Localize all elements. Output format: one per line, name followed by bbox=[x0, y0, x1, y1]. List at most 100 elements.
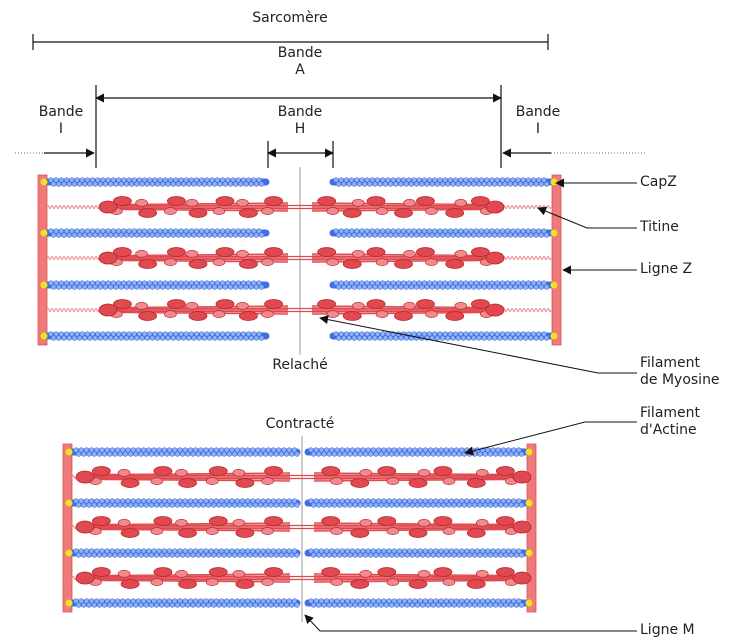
actin-beads bbox=[73, 447, 300, 457]
myosin-head bbox=[178, 579, 197, 589]
myosin-head bbox=[408, 579, 428, 589]
actin-beads bbox=[333, 280, 550, 290]
capz-cap bbox=[550, 332, 558, 340]
myosin-head bbox=[212, 207, 226, 215]
actine-leader bbox=[464, 421, 637, 456]
myosin-head bbox=[166, 299, 186, 309]
band-h-label: Bande H bbox=[270, 104, 330, 138]
myosin-head bbox=[386, 578, 400, 587]
ligne-z-label: Ligne Z bbox=[640, 261, 693, 277]
myosin-bundle bbox=[313, 466, 532, 488]
myosin-head bbox=[235, 579, 255, 589]
actine-label: Filament d'Actine bbox=[640, 405, 700, 439]
capz-cap bbox=[40, 229, 48, 237]
myosin-head bbox=[359, 569, 373, 578]
myosin-head bbox=[466, 579, 486, 589]
myosin-head bbox=[264, 567, 284, 577]
myosine-label: Filament de Myosine bbox=[640, 355, 720, 389]
myosin-head bbox=[185, 199, 199, 207]
myosin-head bbox=[416, 299, 435, 309]
myosine-line1: Filament bbox=[640, 355, 701, 371]
myosin-head bbox=[425, 207, 438, 215]
myosin-head bbox=[350, 528, 370, 538]
myosin-head bbox=[232, 569, 246, 578]
band-i-right-label: Bande I bbox=[508, 104, 568, 138]
myosin-head bbox=[342, 311, 362, 321]
myosin-head bbox=[153, 466, 173, 476]
myosin-head bbox=[386, 527, 400, 536]
myosin-bundle bbox=[98, 247, 289, 269]
myosin-head bbox=[208, 516, 228, 526]
myosin-head bbox=[185, 250, 199, 258]
myosin-head bbox=[454, 250, 468, 258]
myosin-head bbox=[366, 299, 386, 309]
myosin-head bbox=[342, 259, 362, 269]
myosin-head bbox=[408, 478, 428, 488]
myosin-head bbox=[417, 468, 431, 477]
myosin-head bbox=[350, 579, 370, 589]
myosin-head bbox=[232, 468, 246, 477]
myosin-head bbox=[175, 518, 188, 527]
capz-cap bbox=[525, 599, 533, 607]
myosin-head bbox=[264, 299, 284, 309]
capz-cap bbox=[65, 599, 73, 607]
myosin-head bbox=[470, 196, 490, 206]
capz-cap bbox=[550, 281, 558, 289]
myosin-bundle bbox=[313, 567, 532, 589]
myosin-head bbox=[326, 310, 339, 319]
myosin-bundle bbox=[98, 299, 289, 321]
myosin-head bbox=[261, 258, 274, 267]
actin-beads bbox=[308, 598, 525, 608]
myosin-head bbox=[445, 208, 465, 218]
myosin-head bbox=[386, 477, 400, 486]
titin-filament bbox=[494, 308, 552, 312]
myosin-head bbox=[377, 466, 397, 476]
capz-cap bbox=[550, 178, 558, 186]
band-a-label-line2: A bbox=[295, 62, 305, 78]
myosin-head bbox=[475, 518, 489, 527]
myosine-leader bbox=[319, 315, 637, 374]
myosin-head bbox=[433, 516, 453, 526]
actin-beads bbox=[48, 331, 265, 341]
myosin-head bbox=[135, 199, 148, 207]
myosin-head bbox=[185, 301, 199, 310]
myosin-head bbox=[205, 578, 219, 587]
myosin-head bbox=[175, 569, 188, 578]
myosin-tip bbox=[75, 520, 95, 534]
myosin-head bbox=[120, 528, 140, 538]
myosin-tip bbox=[98, 251, 118, 265]
myosin-head bbox=[235, 528, 255, 538]
capz-cap bbox=[525, 499, 533, 507]
band-h-label-line1: Bande bbox=[277, 104, 323, 120]
myosin-head bbox=[394, 311, 413, 321]
myosin-head bbox=[164, 207, 177, 215]
myosin-head bbox=[375, 310, 389, 319]
myosin-head bbox=[238, 208, 258, 218]
capz-cap bbox=[40, 332, 48, 340]
myosin-head bbox=[470, 247, 490, 257]
myosin-head bbox=[264, 196, 284, 206]
myosin-head bbox=[153, 567, 173, 577]
myosin-head bbox=[92, 466, 111, 476]
myosin-tip bbox=[512, 571, 532, 585]
myosin-head bbox=[138, 208, 158, 218]
myosin-head bbox=[470, 299, 490, 309]
myosin-tip bbox=[512, 520, 532, 534]
myosin-head bbox=[475, 569, 489, 578]
myosin-head bbox=[330, 477, 343, 486]
band-i-left-line1: Bande bbox=[38, 104, 84, 120]
actin-beads bbox=[73, 548, 300, 558]
myosin-head bbox=[417, 518, 431, 527]
myosin-head bbox=[377, 516, 397, 526]
z-disc-left bbox=[37, 174, 48, 346]
myosin-head bbox=[495, 466, 515, 476]
myosin-head bbox=[175, 468, 188, 477]
myosin-head bbox=[425, 258, 438, 267]
myosin-head bbox=[442, 527, 456, 536]
myosin-head bbox=[138, 259, 158, 269]
contracted-state-label: Contracté bbox=[265, 416, 335, 432]
relaxed-sarcomere bbox=[37, 167, 562, 355]
myosin-head bbox=[377, 567, 397, 577]
band-i-right-line1: Bande bbox=[515, 104, 561, 120]
myosin-tip bbox=[512, 470, 532, 484]
